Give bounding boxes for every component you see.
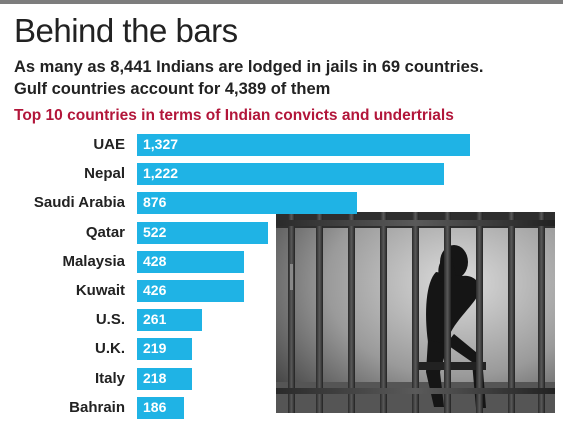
value-label: 1,222 — [143, 165, 179, 182]
bar — [137, 396, 184, 419]
category-label: Qatar — [85, 223, 125, 241]
value-label: 1,327 — [143, 136, 179, 152]
bar — [137, 309, 202, 332]
value-label: 426 — [143, 282, 167, 298]
top-rule — [0, 0, 563, 4]
subtitle-line-1: As many as 8,441 Indians are lodged in j… — [14, 58, 484, 76]
category-label: Malaysia — [62, 252, 125, 270]
prisoner-behind-bars-illustration — [276, 212, 555, 413]
bar — [137, 221, 268, 244]
value-label: 186 — [143, 398, 167, 415]
category-label: Italy — [94, 369, 125, 387]
category-label: Saudi Arabia — [33, 194, 125, 212]
page-title: Behind the bars — [14, 12, 238, 49]
bar — [137, 192, 357, 215]
category-label: U.S. — [95, 311, 125, 329]
value-label: 219 — [143, 340, 167, 357]
bar-row: Kuwait 426 — [0, 280, 563, 309]
category-label: U.K. — [95, 340, 125, 358]
bar-row: Qatar 522 — [0, 221, 563, 251]
bar-row: Bahrain 186 — [0, 396, 563, 426]
bar — [137, 280, 244, 302]
bar-row: U.S. 261 — [0, 309, 563, 338]
bar-row: Malaysia 428 — [0, 250, 563, 280]
bar — [137, 250, 244, 273]
category-label: Bahrain — [69, 398, 125, 416]
chart-title: Top 10 countries in terms of Indian conv… — [14, 107, 454, 124]
bar — [137, 367, 192, 390]
subtitle-line-2: Gulf countries account for 4,389 of them — [14, 80, 331, 98]
bar — [137, 163, 444, 186]
category-label: UAE — [93, 136, 125, 153]
value-label: 876 — [143, 194, 167, 211]
bar — [137, 134, 470, 156]
bar — [137, 338, 192, 361]
category-label: Nepal — [84, 165, 125, 183]
cell-bars — [276, 212, 555, 413]
cell-lock — [290, 264, 293, 290]
value-label: 261 — [143, 311, 167, 328]
value-label: 428 — [143, 252, 167, 269]
bar-row: UAE 1,327 — [0, 134, 563, 163]
value-label: 218 — [143, 369, 167, 386]
subtitle: As many as 8,441 Indians are lodged in j… — [14, 56, 484, 100]
bar-row: Saudi Arabia 876 — [0, 192, 563, 221]
category-label: Kuwait — [75, 282, 125, 299]
bar-row: Nepal 1,222 — [0, 163, 563, 192]
bar-row: U.K. 219 — [0, 338, 563, 367]
bar-row: Italy 218 — [0, 367, 563, 397]
value-label: 522 — [143, 223, 167, 240]
